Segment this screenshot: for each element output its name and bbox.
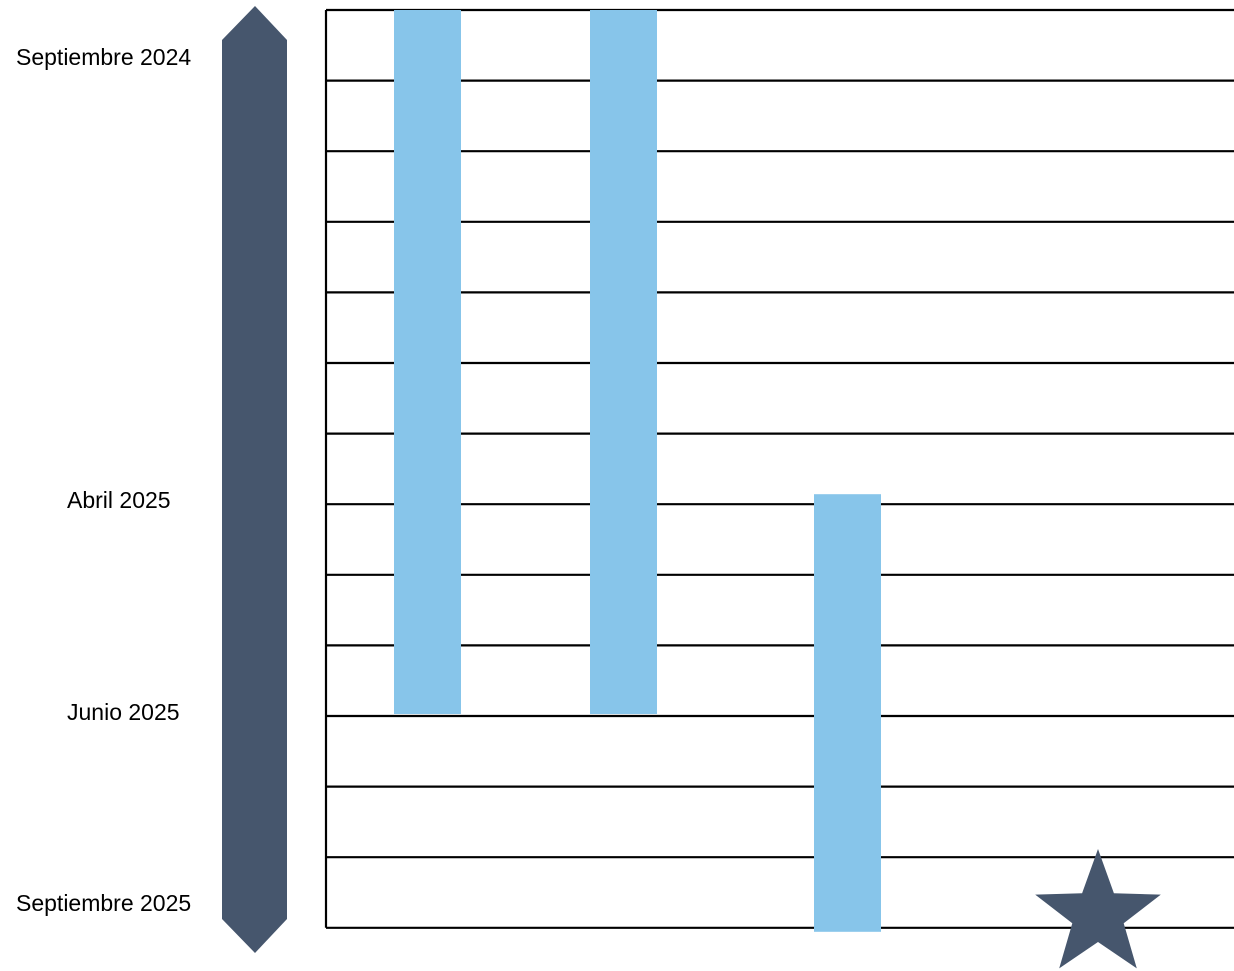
label-abril-2025: Abril 2025 (67, 487, 171, 513)
timeline-double-arrow (222, 6, 287, 953)
timeline-bar-2 (590, 10, 657, 714)
timeline-bar-3 (814, 494, 881, 932)
label-septiembre-2024: Septiembre 2024 (16, 44, 192, 70)
timeline-bar-1 (394, 10, 461, 714)
grid-lines (324, 8, 1234, 929)
label-junio-2025: Junio 2025 (67, 699, 180, 725)
timeline-bars (394, 10, 881, 932)
star-icon (1035, 849, 1161, 969)
label-septiembre-2025: Septiembre 2025 (16, 890, 192, 916)
